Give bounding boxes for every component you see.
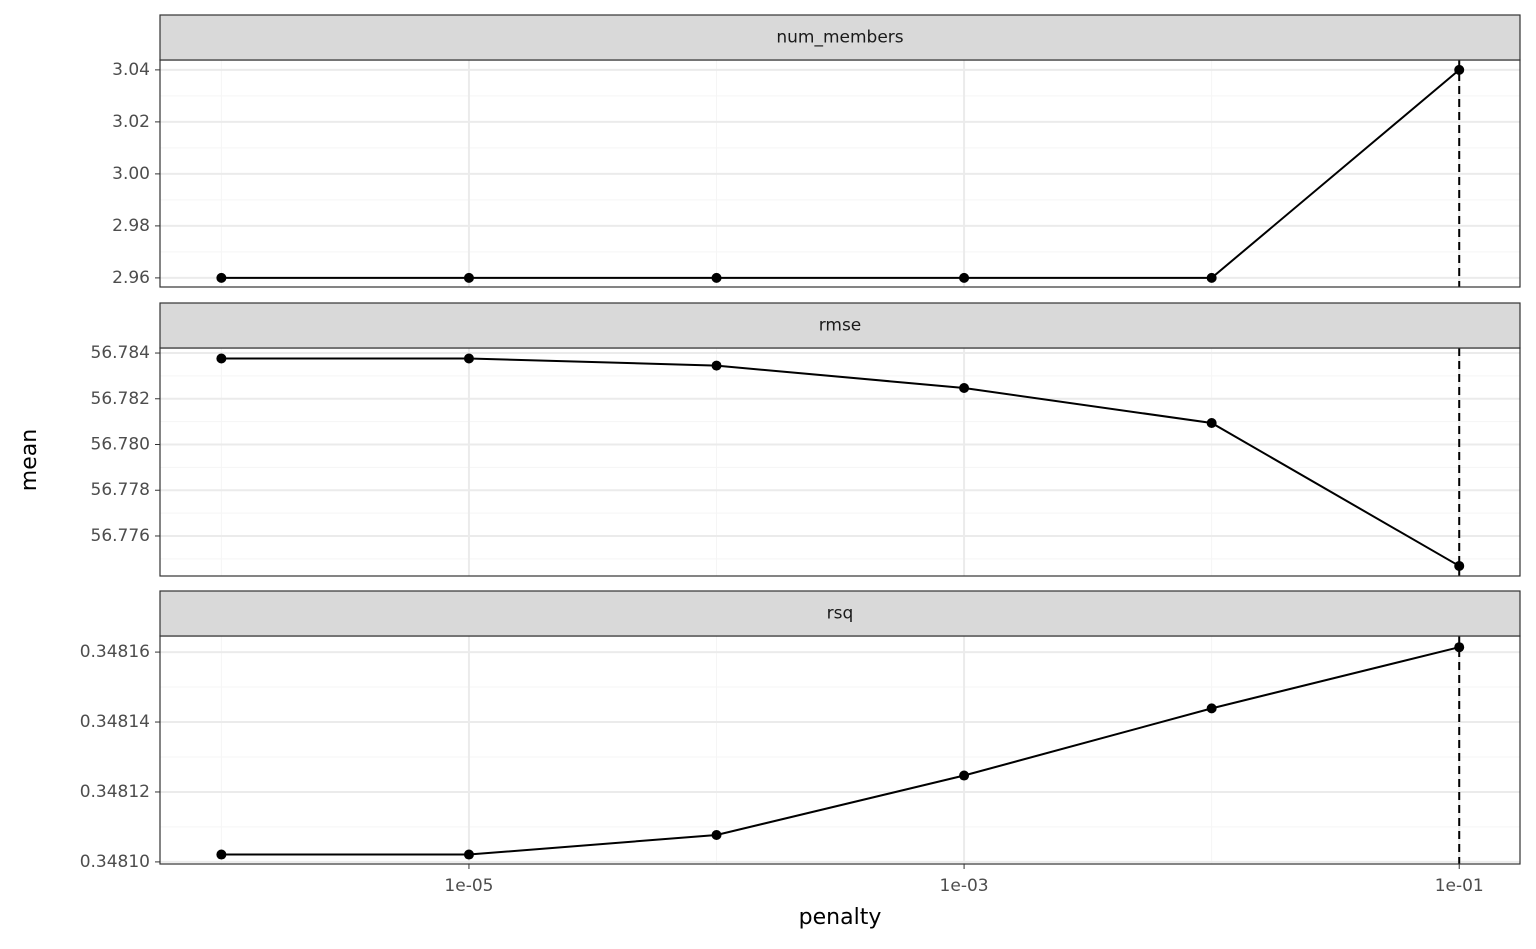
- point: [959, 272, 970, 283]
- point: [1454, 560, 1465, 571]
- point: [959, 770, 970, 781]
- strip-title: num_members: [776, 28, 903, 48]
- point: [216, 353, 227, 364]
- y-tick-label: 0.34810: [80, 852, 150, 872]
- y-tick-label: 3.00: [112, 164, 150, 184]
- x-axis-title: penalty: [799, 905, 882, 930]
- line: [221, 646, 1460, 856]
- x-tick-label: 1e-03: [940, 876, 989, 896]
- point: [711, 829, 722, 840]
- panel-background: [160, 636, 1520, 864]
- y-tick-label: 56.776: [91, 526, 150, 546]
- y-tick-label: 3.02: [112, 112, 150, 132]
- point: [711, 272, 722, 283]
- point: [463, 353, 474, 364]
- strip: [159, 302, 1521, 349]
- y-tick-label: 56.778: [91, 480, 150, 500]
- point: [216, 849, 227, 860]
- line: [221, 69, 1460, 279]
- point: [1454, 64, 1465, 75]
- point: [1206, 418, 1217, 429]
- point: [463, 849, 474, 860]
- point: [959, 383, 970, 394]
- point: [216, 272, 227, 283]
- strip-title: rsq: [827, 604, 854, 624]
- point: [1206, 703, 1217, 714]
- y-tick-label: 56.780: [91, 435, 150, 455]
- x-tick-label: 1e-05: [444, 876, 493, 896]
- point: [1454, 642, 1465, 653]
- point: [1206, 272, 1217, 283]
- strip: [159, 14, 1521, 61]
- y-tick-label: 2.98: [112, 216, 150, 236]
- strip-title: rmse: [819, 316, 862, 336]
- y-axis-title: mean: [17, 429, 42, 491]
- y-tick-label: 0.34812: [80, 782, 150, 802]
- y-tick-label: 3.04: [112, 60, 150, 80]
- y-tick-label: 0.34814: [80, 712, 150, 732]
- panel-background: [160, 348, 1520, 576]
- x-tick-label: 1e-01: [1435, 876, 1484, 896]
- strip: [159, 590, 1521, 637]
- y-tick-label: 56.782: [91, 389, 150, 409]
- line: [221, 357, 1460, 567]
- point: [463, 272, 474, 283]
- y-tick-label: 56.784: [91, 343, 150, 363]
- point: [711, 360, 722, 371]
- y-tick-label: 2.96: [112, 268, 150, 288]
- y-tick-label: 0.34816: [80, 642, 150, 662]
